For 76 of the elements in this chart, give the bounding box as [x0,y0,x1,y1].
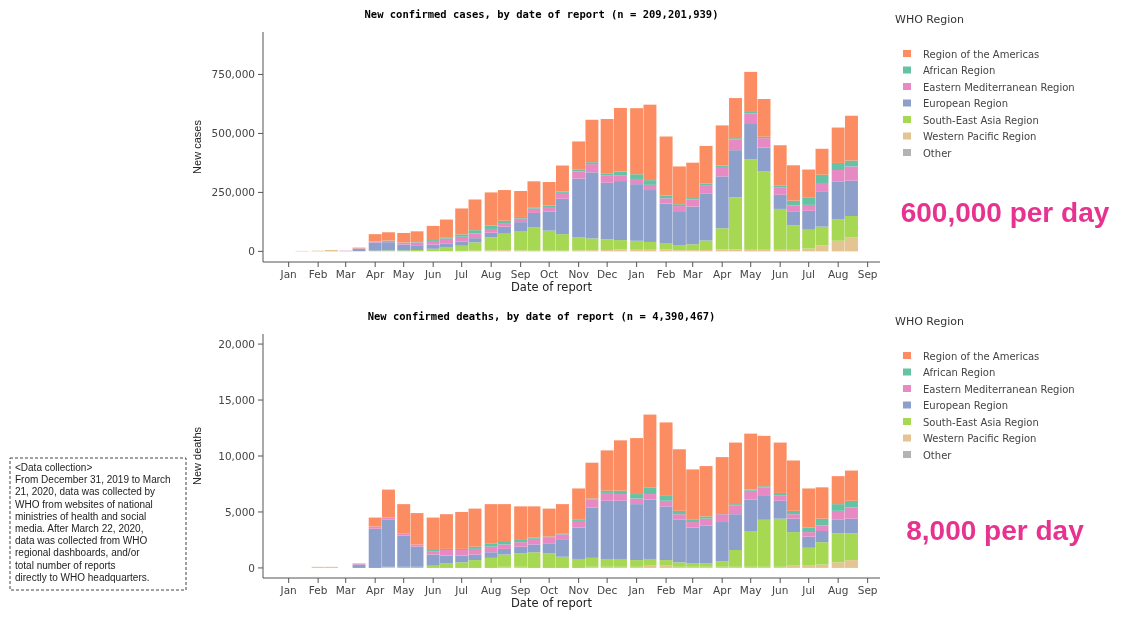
x-tick-label: Aug [827,584,849,596]
x-tick-label: Feb [656,584,676,596]
y-tick-label: 0 [248,561,255,574]
legend-label: South-East Asia Region [923,416,1039,428]
legend-label: Western Pacific Region [923,433,1037,444]
x-tick-label: Dec [596,268,618,280]
x-tick-label: Sep [857,584,878,596]
x-axis-title: Date of report [510,280,593,294]
y-tick-label: 15,000 [218,393,255,406]
x-tick-label: Mar [682,584,704,596]
chart-title: New confirmed deaths, by date of report (n = 4,390,467) [367,310,716,322]
x-tick-label: Jun [770,584,789,596]
x-tick-label: Nov [568,268,589,280]
legend-label: South-East Asia Region [923,114,1039,126]
legend-label: European Region [923,400,1009,411]
x-tick-label: Jul [801,584,816,596]
x-tick-label: Jul [454,268,469,280]
y-tick-label: 0 [248,245,255,258]
x-tick-label: May [739,268,762,280]
legend-title: WHO Region [895,315,964,328]
legend-label: African Region [923,65,996,76]
legend-label: Region of the Americas [923,350,1040,362]
legend-label: African Region [923,367,996,378]
y-axis-title: New deaths [191,426,203,486]
x-tick-label: Mar [335,584,357,596]
legend-label: Eastern Mediterranean Region [923,383,1075,395]
x-tick-label: Aug [480,584,502,596]
y-tick-label: 20,000 [218,337,255,350]
x-tick-label: Jan [627,268,645,280]
x-tick-label: Jun [423,268,442,280]
text: 600,000 per day [900,197,1110,228]
legend-title: WHO Region [895,13,964,26]
x-tick-label: Mar [335,268,357,280]
x-tick-label: Sep [857,268,878,280]
x-tick-label: Sep [510,268,531,280]
legend-label: European Region [923,98,1009,109]
x-tick-label: May [392,268,415,280]
x-tick-label: Jan [279,584,297,596]
y-tick-label: 500,000 [211,127,255,140]
legend-label: Region of the Americas [923,48,1040,60]
x-tick-label: Jan [627,584,645,596]
x-tick-label: Nov [568,584,589,596]
x-tick-label: Mar [682,268,704,280]
x-tick-label: Jun [423,584,442,596]
x-tick-label: Jul [454,584,469,596]
legend-label: Eastern Mediterranean Region [923,81,1075,93]
legend-label: Western Pacific Region [923,131,1037,142]
legend-label: Other [923,449,953,461]
x-tick-label: Feb [656,268,676,280]
x-tick-label: May [392,584,415,596]
x-tick-label: Apr [713,268,732,280]
x-tick-label: May [739,584,762,596]
x-tick-label: Jul [801,268,816,280]
x-tick-label: Oct [540,584,559,596]
x-tick-label: Jun [770,268,789,280]
chart-title: New confirmed cases, by date of report (n = 209,201,939) [364,8,719,20]
y-tick-label: 10,000 [218,449,255,462]
x-tick-label: Dec [596,584,618,596]
x-tick-label: Jan [279,268,297,280]
y-tick-label: 750,000 [211,68,255,81]
y-axis-title: New cases [191,119,203,174]
x-tick-label: Feb [308,268,328,280]
text: <Data collection> From December 31, 2019 to March 21, 2020, data was collected by WHO from websites of national ministries of health and social media. After March 22, 2020, data was collected from WHO regional dashboards, and/or total number of reports directly to WHO headquarters. [15,462,171,583]
y-tick-label: 5,000 [224,505,255,518]
text: 8,000 per day [906,515,1085,546]
x-axis-title: Date of report [510,596,593,610]
x-tick-label: Apr [366,268,385,280]
x-tick-label: Aug [827,268,849,280]
legend-label: Other [923,147,953,159]
x-tick-label: Aug [480,268,502,280]
x-tick-label: Sep [510,584,531,596]
x-tick-label: Feb [308,584,328,596]
x-tick-label: Apr [713,584,732,596]
x-tick-label: Oct [540,268,559,280]
y-tick-label: 250,000 [211,186,255,199]
x-tick-label: Apr [366,584,385,596]
